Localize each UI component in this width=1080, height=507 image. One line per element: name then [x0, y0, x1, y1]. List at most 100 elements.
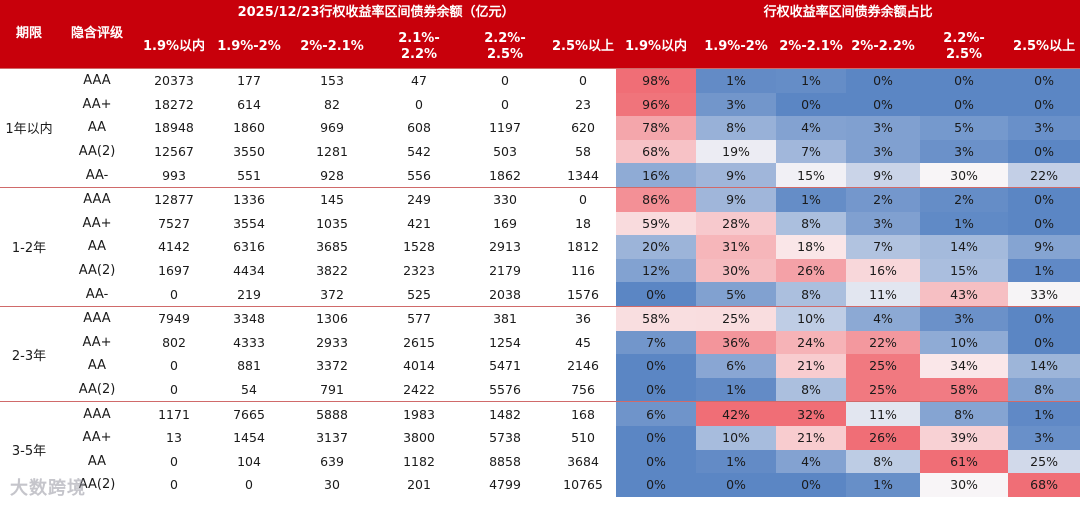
- share-cell: 7%: [776, 139, 847, 164]
- rating-cell: AAA: [58, 305, 136, 331]
- share-cell: 18%: [776, 235, 847, 259]
- share-cell: 2%: [846, 186, 921, 212]
- share-cell: 25%: [846, 354, 921, 378]
- amount-cell: 503: [493, 144, 517, 160]
- amount-cell: 4434: [233, 263, 265, 279]
- share-bucket-header-5: 2.2%- 2.5%: [920, 25, 1009, 69]
- amount-cell: 5576: [489, 382, 521, 398]
- amount-cell: 1454: [233, 430, 265, 446]
- amount-cell: 12567: [154, 144, 194, 160]
- table-row: AA(2) 0 0 30 201 4799 10765 0% 0% 0% 1% 30% 68%: [0, 473, 1080, 497]
- table-row: AA 4142 6316 3685 1528 2913 1812 20% 31% 18% 7% 14%…: [0, 235, 1080, 259]
- amount-cell: 3554: [233, 215, 265, 231]
- table-row: AA(2) 12567 3550 1281 542 503 58 68% 19% 7% 3% 3% 0%: [0, 139, 1080, 164]
- amount-cell: 802: [162, 334, 186, 350]
- table-row: AA+ 13 1454 3137 3800 5738 510 0% 10% 21% 26% 39% 3%: [0, 425, 1080, 450]
- rating-cell: AA(2): [78, 382, 116, 398]
- share-cell: 0%: [920, 92, 1009, 117]
- rating-cell: AA(2): [78, 477, 116, 493]
- amount-cell: 18272: [154, 96, 194, 112]
- amount-cell: 1344: [567, 167, 599, 183]
- table-row: AA(2) 0 54 791 2422 5576 756 0% 1% 8% 25% 58% 8%: [0, 377, 1080, 402]
- share-cell: 1%: [776, 186, 847, 212]
- amount-cell: 7527: [158, 215, 190, 231]
- amount-cell: 0: [170, 382, 178, 398]
- share-cell: 4%: [846, 305, 921, 331]
- term-cell: 3-5年: [0, 401, 58, 497]
- share-cell: 25%: [1008, 449, 1080, 474]
- share-cell: 1%: [696, 377, 777, 402]
- share-cell: 0%: [1008, 211, 1080, 236]
- share-cell: 1%: [696, 67, 777, 93]
- table-row: AA+ 7527 3554 1035 421 169 18 59% 28% 8% 3% 1% 0%: [0, 211, 1080, 236]
- amount-cell: 13: [166, 430, 182, 446]
- amount-cell: 421: [407, 215, 431, 231]
- share-cell: 9%: [696, 186, 777, 212]
- share-cell: 78%: [616, 116, 697, 140]
- amount-cell: 153: [286, 67, 378, 93]
- rating-cell: AA: [87, 120, 107, 136]
- amount-cell: 1197: [489, 120, 521, 136]
- amount-cell: 6316: [233, 239, 265, 255]
- amount-cell: 620: [571, 120, 595, 136]
- share-bucket-header-2: 1.9%-2%: [696, 25, 777, 69]
- table-row: 1年以内 AAA 20373 177 153 47 0 0 98% 1% 1% 0% 0% 0%: [0, 67, 1080, 188]
- amount-cell: 1862: [489, 167, 521, 183]
- amount-cell: 18: [575, 215, 591, 231]
- share-cell: 59%: [616, 211, 697, 236]
- amount-cell: 2913: [489, 239, 521, 255]
- share-cell: 3%: [846, 116, 921, 140]
- share-cell: 6%: [616, 401, 697, 426]
- share-cell: 4%: [776, 449, 847, 474]
- amount-cell: 756: [571, 382, 595, 398]
- share-cell: 3%: [846, 139, 921, 164]
- share-cell: 42%: [696, 401, 777, 426]
- rating-cell: AA(2): [78, 263, 116, 279]
- share-cell: 10%: [776, 305, 847, 331]
- amount-cell: 608: [407, 120, 431, 136]
- amount-cell: 45: [575, 334, 591, 350]
- amount-cell: 1860: [233, 120, 265, 136]
- amount-cell: 577: [378, 305, 460, 331]
- amount-cell: 30: [324, 477, 340, 493]
- term-cell: 1-2年: [0, 186, 58, 307]
- share-cell: 9%: [696, 163, 777, 188]
- amount-cell: 1182: [403, 453, 435, 469]
- share-cell: 0%: [1008, 67, 1080, 93]
- amount-bucket-header-3: 2%-2.1%: [286, 25, 378, 69]
- rating-cell: AA-: [85, 286, 109, 302]
- amount-cell: 381: [460, 305, 550, 331]
- amount-cell: 372: [320, 286, 344, 302]
- share-cell: 1%: [920, 211, 1009, 236]
- header-share-title: 行权收益率区间债券余额占比: [616, 0, 1080, 25]
- share-cell: 0%: [616, 282, 697, 307]
- share-cell: 22%: [1008, 163, 1080, 188]
- share-cell: 14%: [1008, 354, 1080, 378]
- amount-cell: 177: [212, 67, 286, 93]
- share-cell: 25%: [696, 305, 777, 331]
- amount-cell: 3550: [233, 144, 265, 160]
- amount-cell: 4014: [403, 358, 435, 374]
- amount-cell: 0: [170, 477, 178, 493]
- rating-cell: AAA: [58, 67, 136, 93]
- table-row: 3-5年 AAA 1171 7665 5888 1983 1482 168 6% 42% 32% 11…: [0, 401, 1080, 497]
- amount-cell: 0: [501, 96, 509, 112]
- amount-cell: 2933: [316, 334, 348, 350]
- share-cell: 16%: [616, 163, 697, 188]
- rating-cell: AA: [87, 239, 107, 255]
- share-cell: 7%: [616, 330, 697, 355]
- header-amount-title: 2025/12/23行权收益率区间债券余额（亿元）: [136, 0, 617, 25]
- share-cell: 0%: [776, 92, 847, 117]
- amount-cell: 3822: [316, 263, 348, 279]
- amount-cell: 201: [407, 477, 431, 493]
- amount-cell: 3348: [212, 305, 286, 331]
- amount-cell: 5471: [489, 358, 521, 374]
- amount-cell: 556: [407, 167, 431, 183]
- amount-cell: 1576: [567, 286, 599, 302]
- amount-cell: 1697: [158, 263, 190, 279]
- amount-cell: 1035: [316, 215, 348, 231]
- share-cell: 1%: [1008, 401, 1080, 426]
- share-cell: 0%: [616, 473, 697, 497]
- share-cell: 6%: [696, 354, 777, 378]
